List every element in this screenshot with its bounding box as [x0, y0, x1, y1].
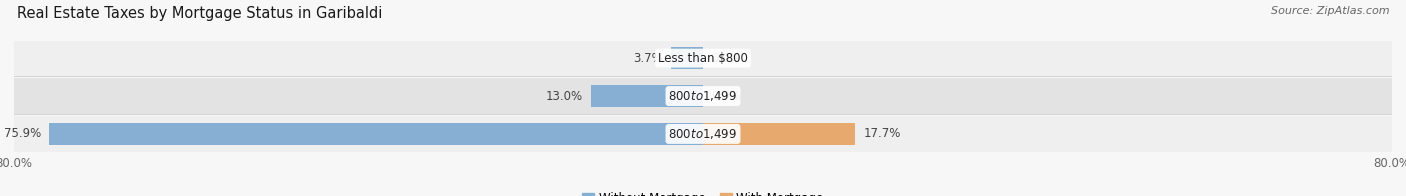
Text: Less than $800: Less than $800	[658, 52, 748, 65]
Text: $800 to $1,499: $800 to $1,499	[668, 89, 738, 103]
Bar	[14, 78, 1392, 114]
Text: 13.0%: 13.0%	[546, 90, 582, 103]
Bar	[591, 85, 703, 107]
Text: 17.7%: 17.7%	[865, 127, 901, 140]
Text: Source: ZipAtlas.com: Source: ZipAtlas.com	[1271, 6, 1389, 16]
Text: $800 to $1,499: $800 to $1,499	[668, 127, 738, 141]
Text: 3.7%: 3.7%	[633, 52, 662, 65]
Text: 75.9%: 75.9%	[3, 127, 41, 140]
Bar	[49, 123, 703, 145]
Text: 0.0%: 0.0%	[711, 52, 741, 65]
Bar	[14, 116, 1392, 152]
Text: 0.0%: 0.0%	[711, 90, 741, 103]
Bar	[671, 47, 703, 69]
Bar	[14, 41, 1392, 76]
Text: Real Estate Taxes by Mortgage Status in Garibaldi: Real Estate Taxes by Mortgage Status in …	[17, 6, 382, 21]
Bar	[703, 123, 855, 145]
Legend: Without Mortgage, With Mortgage: Without Mortgage, With Mortgage	[578, 187, 828, 196]
